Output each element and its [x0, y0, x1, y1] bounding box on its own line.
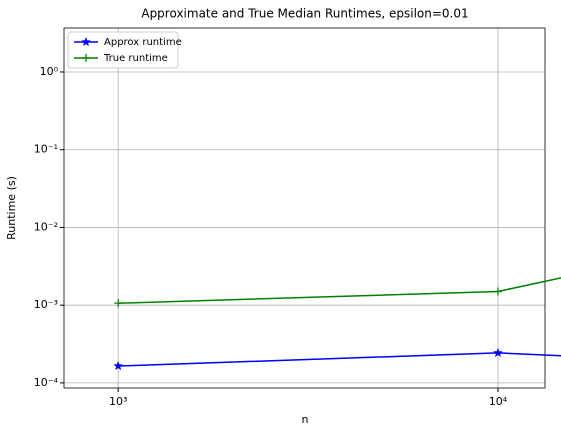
- y-tick-label: 10⁰: [40, 65, 59, 78]
- legend-box: [67, 31, 179, 69]
- point: [492, 347, 503, 358]
- y-tick-label: 10⁻³: [34, 298, 58, 311]
- legend-label: Approx runtime: [104, 37, 182, 48]
- chart-title: Approximate and True Median Runtimes, ep…: [141, 7, 468, 21]
- plot-frame: [63, 27, 546, 389]
- x-axis-label: n: [302, 413, 309, 426]
- y-tick-label: 10⁻⁴: [34, 376, 59, 389]
- point: [113, 360, 124, 371]
- point: [114, 299, 123, 308]
- x-tick-label: 10⁴: [489, 395, 508, 408]
- y-axis-label: Runtime (s): [5, 176, 18, 240]
- series-line: [118, 277, 561, 304]
- legend-marker: [82, 54, 90, 62]
- x-tick-label: 10³: [109, 395, 127, 408]
- series-line: [118, 352, 561, 367]
- point: [493, 287, 502, 296]
- legend-label: True runtime: [103, 53, 168, 64]
- y-tick-label: 10⁻¹: [34, 143, 58, 156]
- legend-marker: [80, 36, 92, 47]
- y-tick-label: 10⁻²: [34, 220, 58, 233]
